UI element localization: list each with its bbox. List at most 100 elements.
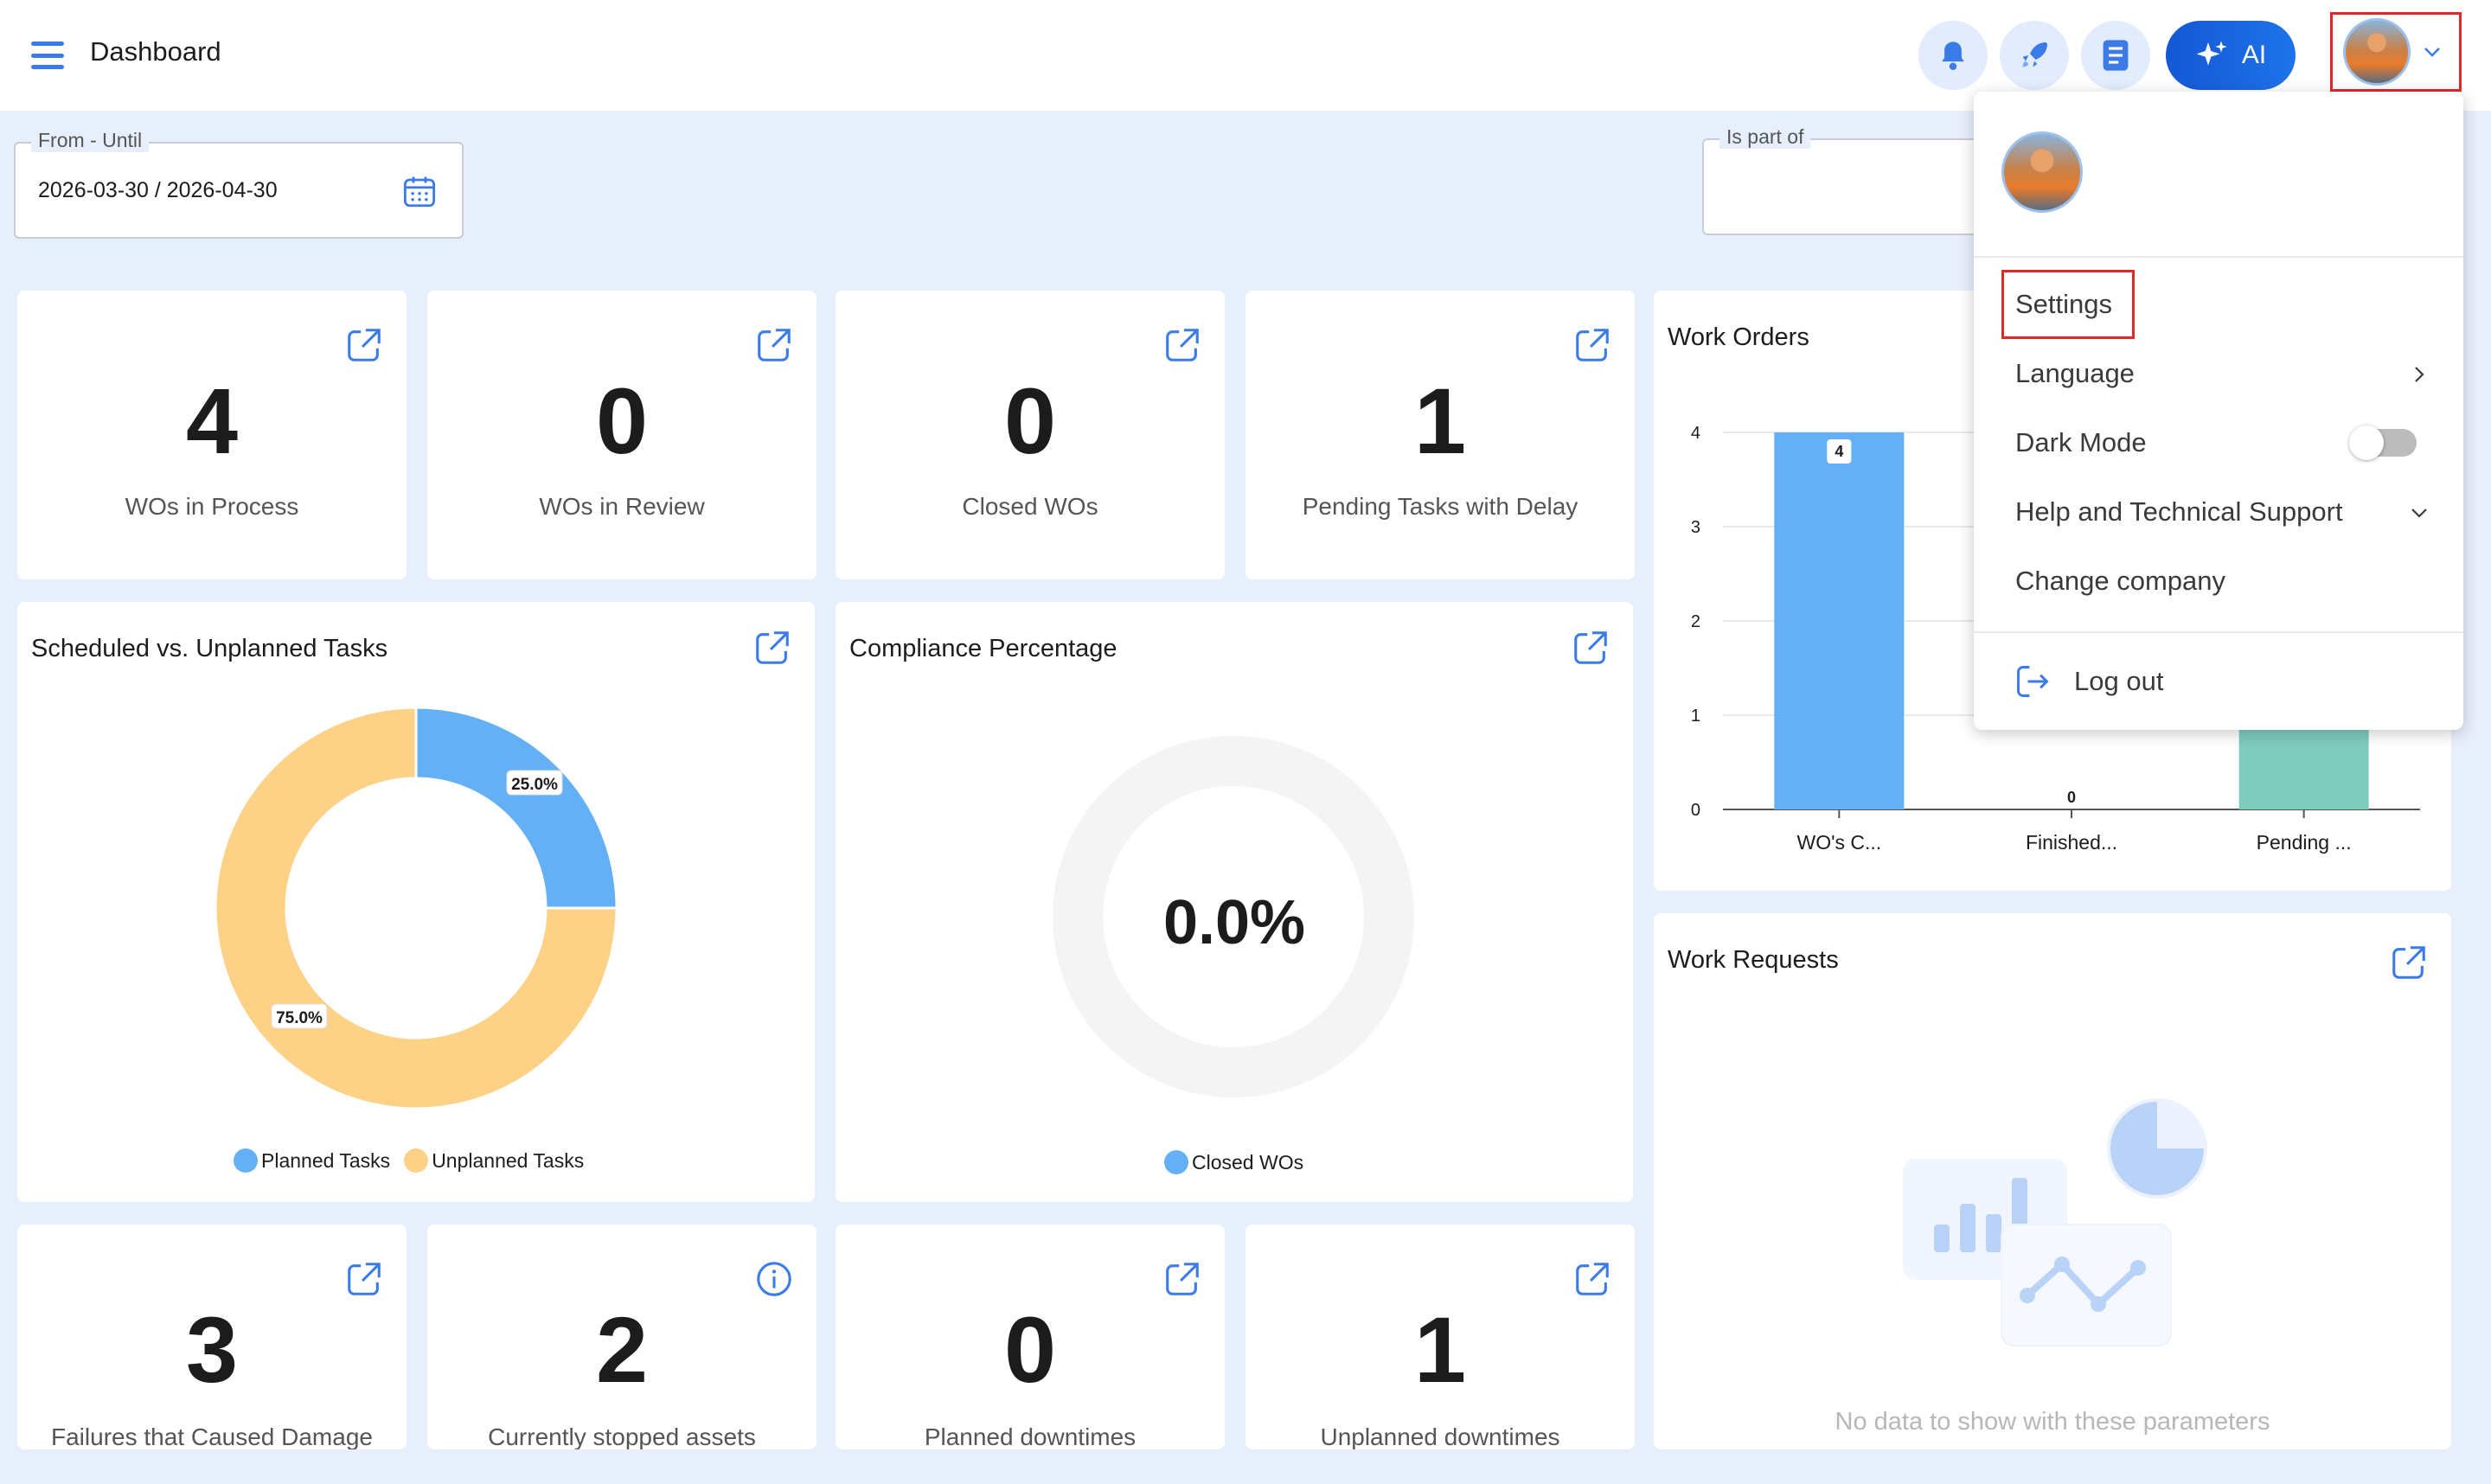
- date-range-label: From - Until: [31, 129, 150, 152]
- empty-state-text: No data to show with these parameters: [1835, 1408, 2270, 1436]
- info-icon[interactable]: [754, 1259, 794, 1299]
- menu-item-change-company[interactable]: Change company: [2015, 566, 2225, 596]
- date-range-field[interactable]: From - Until 2026-03-30 / 2026-04-30: [14, 129, 464, 239]
- compliance-gauge: [1053, 736, 1414, 1097]
- legend-unplanned: Unplanned Tasks: [432, 1148, 585, 1172]
- kpi-card-planned-downtimes[interactable]: 0 Planned downtimes: [836, 1225, 1225, 1449]
- compliance-card: Compliance Percentage 0.0% Closed WOs: [836, 602, 1633, 1202]
- donut-data-label: 25.0%: [506, 770, 563, 796]
- chart-legend: Closed WOs: [1164, 1150, 1303, 1174]
- y-tick-label: 2: [1691, 612, 1700, 631]
- menu-avatar: [2001, 131, 2083, 213]
- kpi-label: Pending Tasks with Delay: [1302, 493, 1578, 520]
- menu-item-settings[interactable]: Settings: [2015, 289, 2113, 319]
- sparkle-icon: [2196, 41, 2227, 66]
- scheduled-donut-chart: 25.0% 75.0%: [214, 706, 618, 1110]
- kpi-label: WOs in Process: [125, 493, 299, 520]
- open-external-icon[interactable]: [344, 325, 384, 365]
- settings-highlight: [2001, 270, 2135, 339]
- launch-button[interactable]: [2000, 21, 2069, 90]
- ai-label: AI: [2241, 41, 2267, 69]
- svg-text:75.0%: 75.0%: [276, 1009, 323, 1027]
- is-part-of-field[interactable]: Is part of: [1702, 125, 1996, 235]
- open-external-icon[interactable]: [1572, 1259, 1612, 1299]
- open-external-icon[interactable]: [1572, 325, 1612, 365]
- kpi-label: Unplanned downtimes: [1320, 1423, 1560, 1449]
- toggle-knob: [2349, 425, 2384, 460]
- kpi-card-wos-in-review[interactable]: 0 WOs in Review: [427, 291, 816, 579]
- page-title: Dashboard: [90, 36, 221, 67]
- open-external-icon[interactable]: [1571, 628, 1611, 668]
- avatar: [2343, 18, 2411, 86]
- top-bar: Dashboard AI: [0, 0, 2491, 111]
- open-external-icon[interactable]: [1162, 1259, 1202, 1299]
- menu-divider: [1974, 256, 2463, 258]
- logout-label: Log out: [2074, 666, 2164, 696]
- donut-data-label: 75.0%: [271, 1003, 328, 1029]
- kpi-value: 0: [595, 368, 649, 473]
- rocket-icon: [2022, 42, 2047, 67]
- kpi-card-wos-in-process[interactable]: 4 WOs in Process: [17, 291, 407, 579]
- kpi-card-pending-tasks[interactable]: 1 Pending Tasks with Delay: [1246, 291, 1635, 579]
- notifications-button[interactable]: [1918, 21, 1988, 90]
- open-external-icon[interactable]: [2389, 943, 2429, 982]
- legend-dot: [234, 1148, 258, 1173]
- legend-closed-wos: Closed WOs: [1192, 1150, 1304, 1174]
- menu-icon[interactable]: [31, 42, 64, 69]
- kpi-value: 3: [185, 1297, 239, 1402]
- open-external-icon[interactable]: [1162, 325, 1202, 365]
- card-title: Scheduled vs. Unplanned Tasks: [31, 635, 388, 662]
- bar: [2238, 715, 2369, 809]
- card-title: Work Orders: [1668, 323, 1809, 351]
- kpi-label: WOs in Review: [539, 493, 705, 520]
- notes-button[interactable]: [2081, 21, 2150, 90]
- kpi-value: 4: [185, 368, 239, 473]
- legend-dot: [1164, 1150, 1188, 1174]
- y-tick-label: 1: [1691, 707, 1700, 726]
- x-tick-label: Finished...: [2026, 831, 2117, 854]
- kpi-card-stopped-assets[interactable]: 2 Currently stopped assets: [427, 1225, 816, 1449]
- chevron-down-icon: [2424, 48, 2440, 57]
- donut-slice: [414, 706, 618, 910]
- x-tick-label: Pending ...: [2257, 831, 2352, 854]
- legend-dot: [404, 1148, 429, 1173]
- kpi-value: 0: [1003, 1297, 1057, 1402]
- bar: [1774, 432, 1905, 809]
- scheduled-tasks-card: Scheduled vs. Unplanned Tasks 25.0% 75.0%…: [17, 602, 815, 1202]
- chart-legend: Planned Tasks Unplanned Tasks: [234, 1148, 584, 1173]
- kpi-value: 1: [1413, 368, 1467, 473]
- y-tick-label: 4: [1691, 424, 1700, 443]
- gauge-ring: [1053, 736, 1414, 1097]
- bar-data-label: 4: [1827, 439, 1852, 464]
- menu-item-logout[interactable]: Log out: [2014, 662, 2163, 700]
- compliance-value: 0.0%: [1162, 888, 1306, 957]
- kpi-card-closed-wos[interactable]: 0 Closed WOs: [836, 291, 1225, 579]
- work-requests-card: Work Requests No data to show with these…: [1654, 913, 2451, 1449]
- kpi-label: Planned downtimes: [924, 1423, 1137, 1449]
- calendar-icon[interactable]: [401, 173, 438, 211]
- kpi-value: 0: [1003, 368, 1057, 473]
- menu-item-language[interactable]: Language: [2015, 358, 2430, 389]
- ai-button[interactable]: AI: [2166, 21, 2296, 90]
- dark-mode-toggle[interactable]: [2349, 425, 2417, 460]
- card-title: Compliance Percentage: [849, 635, 1117, 662]
- kpi-card-failures-damage[interactable]: 3 Failures that Caused Damage: [17, 1225, 407, 1449]
- bell-icon: [1942, 42, 1964, 70]
- chevron-right-icon: [2415, 367, 2424, 382]
- logout-icon: [2017, 666, 2049, 697]
- user-avatar-button[interactable]: [2330, 12, 2462, 92]
- kpi-value: 1: [1413, 1297, 1467, 1402]
- menu-divider: [1974, 631, 2463, 633]
- is-part-of-label: Is part of: [1719, 125, 1811, 149]
- kpi-label: Closed WOs: [962, 493, 1098, 520]
- menu-item-help[interactable]: Help and Technical Support: [2015, 496, 2430, 528]
- kpi-label: Currently stopped assets: [488, 1423, 756, 1449]
- kpi-card-unplanned-downtimes[interactable]: 1 Unplanned downtimes: [1246, 1225, 1635, 1449]
- open-external-icon[interactable]: [752, 628, 792, 668]
- user-menu: Settings Language Dark Mode Help and Tec…: [1974, 92, 2463, 730]
- kpi-value: 2: [595, 1297, 649, 1402]
- date-range-value: 2026-03-30 / 2026-04-30: [38, 178, 278, 202]
- open-external-icon[interactable]: [754, 325, 794, 365]
- open-external-icon[interactable]: [344, 1259, 384, 1299]
- menu-item-dark-mode: Dark Mode: [2015, 427, 2147, 457]
